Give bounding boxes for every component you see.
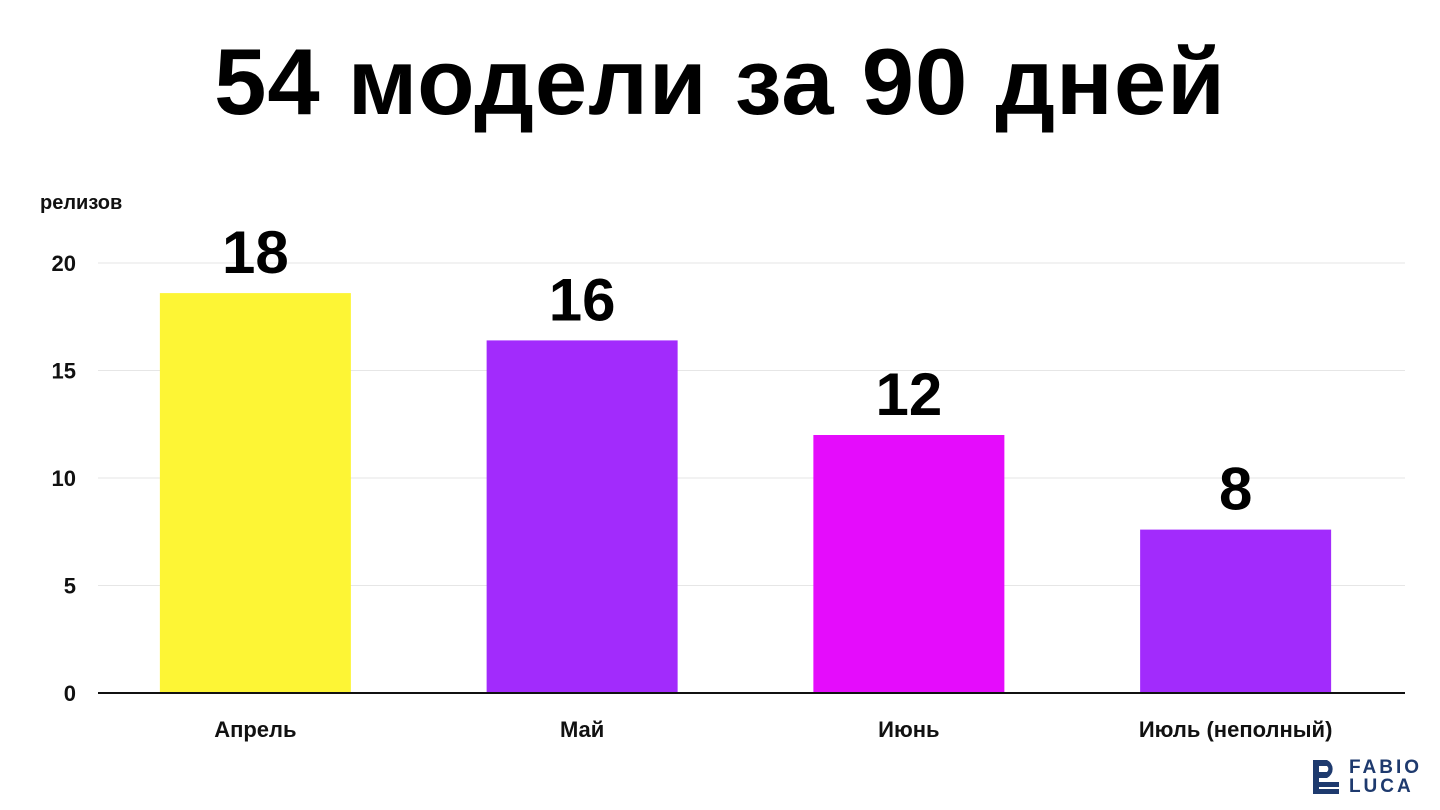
- bar: [813, 435, 1005, 693]
- category-labels: Апрель Май Июнь Июль (неполный): [214, 717, 1332, 742]
- y-tick-label: 10: [52, 466, 76, 491]
- y-tick-label: 20: [52, 251, 76, 276]
- x-tick-label: Июль (неполный): [1139, 717, 1333, 742]
- y-tick-label: 0: [64, 681, 76, 706]
- bar: [486, 340, 678, 693]
- logo-mark-icon: [1311, 758, 1341, 796]
- x-tick-label: Май: [560, 717, 604, 742]
- bar: [1140, 529, 1332, 693]
- bar-value-label: 16: [549, 266, 616, 333]
- bar: [159, 293, 351, 693]
- x-tick-label: Апрель: [214, 717, 296, 742]
- y-tick-label: 15: [52, 359, 76, 384]
- bar-value-label: 12: [876, 361, 943, 428]
- x-tick-label: Июнь: [878, 717, 939, 742]
- fabio-luca-logo: FABIO LUCA: [1311, 758, 1422, 796]
- y-tick-labels: 0 5 10 15 20: [52, 251, 76, 706]
- bar-value-label: 8: [1219, 456, 1252, 523]
- bar-value-label: 18: [222, 219, 289, 286]
- y-tick-label: 5: [64, 574, 76, 599]
- logo-text-line1: FABIO: [1348, 757, 1422, 778]
- y-axis-label: релизов: [40, 192, 122, 214]
- page-title: 54 модели за 90 дней: [214, 29, 1226, 134]
- value-labels: 18 16 12 8: [222, 219, 1252, 522]
- logo-text-line2: LUCA: [1348, 776, 1414, 797]
- bars: [159, 293, 1332, 693]
